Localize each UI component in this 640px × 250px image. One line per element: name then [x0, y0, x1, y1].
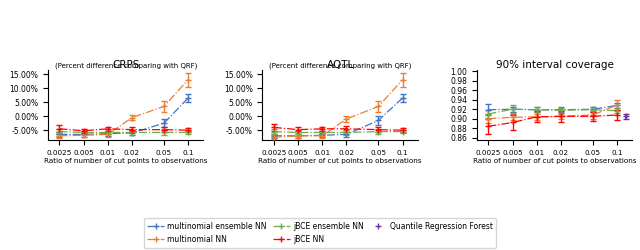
Title: AQTL: AQTL — [326, 60, 354, 70]
Text: (Percent difference comparing with QRF): (Percent difference comparing with QRF) — [54, 63, 197, 69]
Title: 90% interval coverage: 90% interval coverage — [496, 60, 614, 70]
Title: CRPS: CRPS — [112, 60, 140, 70]
Text: (Percent difference comparing with QRF): (Percent difference comparing with QRF) — [269, 63, 412, 69]
X-axis label: Ratio of number of cut points to observations: Ratio of number of cut points to observa… — [259, 158, 422, 164]
Legend: multinomial ensemble NN, multinomial NN, jBCE ensemble NN, jBCE NN, Quantile Reg: multinomial ensemble NN, multinomial NN,… — [143, 218, 497, 248]
X-axis label: Ratio of number of cut points to observations: Ratio of number of cut points to observa… — [44, 158, 207, 164]
X-axis label: Ratio of number of cut points to observations: Ratio of number of cut points to observa… — [473, 158, 636, 164]
